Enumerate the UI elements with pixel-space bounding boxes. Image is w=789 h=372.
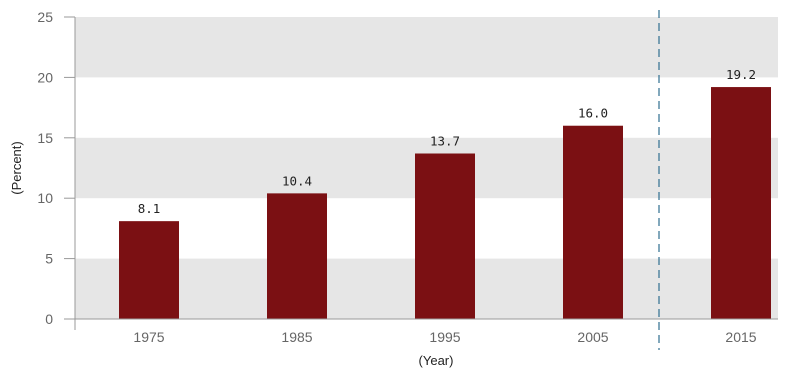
bar <box>267 193 327 319</box>
grid-band <box>75 17 778 78</box>
x-tick-label: 2015 <box>725 329 756 345</box>
data-label: 16.0 <box>578 106 608 121</box>
y-tick-label: 5 <box>45 251 53 267</box>
data-label: 8.1 <box>138 201 161 216</box>
x-axis-title: (Year) <box>419 353 454 368</box>
y-tick-label: 10 <box>37 190 53 206</box>
data-labels: 8.1 10.4 13.7 16.0 19.2 <box>138 67 756 216</box>
bars <box>119 87 771 320</box>
y-tick-label: 0 <box>45 311 53 327</box>
y-tick-label: 20 <box>37 69 53 85</box>
data-label: 10.4 <box>282 173 312 188</box>
x-tick-label: 2005 <box>577 329 608 345</box>
bar <box>711 87 771 320</box>
x-tick-labels: 1975 1985 1995 2005 2015 <box>133 329 756 345</box>
bar <box>119 221 179 319</box>
y-tick-label: 15 <box>37 130 53 146</box>
x-tick-label: 1975 <box>133 329 164 345</box>
axes <box>64 16 778 330</box>
x-tick-label: 1995 <box>429 329 460 345</box>
data-label: 19.2 <box>726 67 756 82</box>
y-axis-title: (Percent) <box>9 141 24 194</box>
data-label: 13.7 <box>430 134 460 149</box>
bar <box>415 153 475 319</box>
y-tick-labels: 0 5 10 15 20 25 <box>37 9 53 327</box>
y-tick-label: 25 <box>37 9 53 25</box>
x-tick-label: 1985 <box>281 329 312 345</box>
bar <box>563 125 623 319</box>
